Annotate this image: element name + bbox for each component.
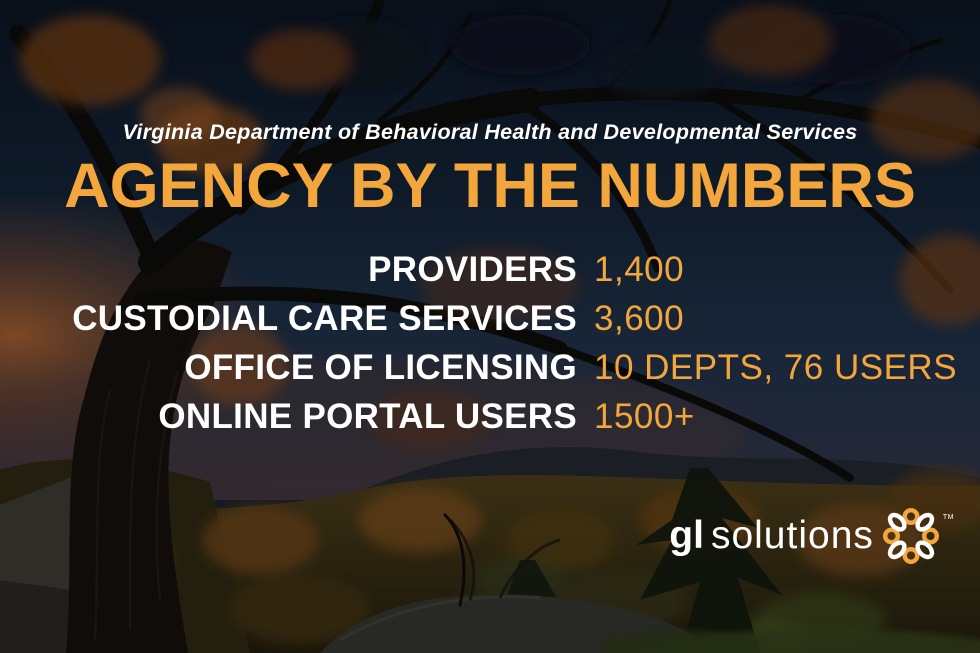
stat-row-providers: PROVIDERS 1,400	[40, 245, 945, 294]
stat-row-custodial-care: CUSTODIAL CARE SERVICES 3,600	[40, 294, 945, 343]
gl-solutions-logo: gl solutions	[669, 501, 954, 571]
stat-value: 10 DEPTS, 76 USERS	[594, 348, 958, 387]
stat-label: CUSTODIAL CARE SERVICES	[72, 299, 577, 338]
trademark-symbol: TM	[942, 514, 954, 521]
stats-list: PROVIDERS 1,400 CUSTODIAL CARE SERVICES …	[40, 245, 956, 441]
stat-value: 1500+	[594, 397, 695, 436]
stat-row-online-portal-users: ONLINE PORTAL USERS 1500+	[40, 392, 945, 441]
stat-value: 3,600	[594, 299, 685, 338]
page-title: AGENCY BY THE NUMBERS	[64, 151, 916, 221]
stat-label: ONLINE PORTAL USERS	[158, 397, 577, 436]
gl-solutions-flower-icon	[880, 505, 942, 567]
stat-label: OFFICE OF LICENSING	[184, 348, 577, 387]
logo-text-light: solutions	[710, 514, 874, 557]
stat-row-office-of-licensing: OFFICE OF LICENSING 10 DEPTS, 76 USERS	[40, 343, 956, 392]
stat-label: PROVIDERS	[368, 250, 577, 289]
agency-subtitle: Virginia Department of Behavioral Health…	[122, 120, 858, 144]
logo-text-bold: gl	[669, 514, 704, 557]
stat-value: 1,400	[594, 250, 685, 289]
